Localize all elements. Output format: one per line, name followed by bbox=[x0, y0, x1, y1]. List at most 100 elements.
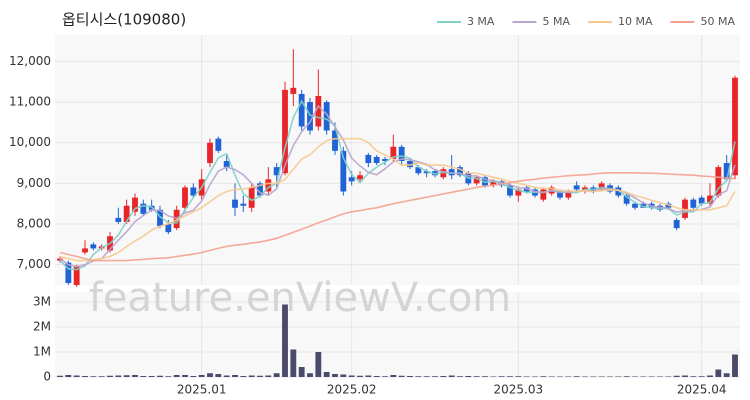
volume-bar bbox=[598, 376, 605, 377]
candle-body bbox=[273, 167, 280, 176]
candle-body bbox=[715, 167, 722, 196]
candle-body bbox=[340, 150, 347, 192]
x-tick-label: 2025.04 bbox=[677, 383, 727, 397]
candle-body bbox=[323, 102, 330, 131]
candle-body bbox=[390, 146, 397, 159]
legend: 50 MA 10 MA 5 MA 3 MA bbox=[436, 15, 735, 28]
candle-body bbox=[215, 138, 222, 151]
candle-body bbox=[632, 203, 638, 208]
volume-bar bbox=[248, 375, 255, 377]
volume-bar bbox=[440, 376, 447, 377]
volume-bar bbox=[390, 375, 397, 377]
candle-body bbox=[132, 197, 138, 212]
y-tick-label: 3M bbox=[33, 295, 51, 309]
candle-body bbox=[357, 175, 363, 180]
volume-bar bbox=[623, 376, 630, 377]
chart-title: 옵티시스(109080) bbox=[62, 11, 186, 29]
volume-bar bbox=[323, 372, 330, 377]
volume-bar bbox=[557, 376, 563, 377]
candle-body bbox=[65, 262, 72, 283]
y-tick-label: 8,000 bbox=[17, 217, 51, 231]
volume-bar bbox=[398, 375, 405, 377]
volume-bar bbox=[723, 373, 730, 377]
y-tick-label: 1M bbox=[33, 345, 51, 359]
candle-body bbox=[382, 158, 388, 162]
volume-bar bbox=[707, 375, 713, 377]
candle-body bbox=[723, 163, 730, 180]
candle-body bbox=[332, 130, 338, 151]
candle-body bbox=[165, 224, 172, 233]
candle-body bbox=[707, 195, 713, 204]
volume-bar bbox=[548, 376, 555, 377]
watermark: feature.enViewV.com bbox=[89, 275, 511, 321]
candle-body bbox=[82, 248, 88, 253]
legend-label: 10 MA bbox=[618, 15, 653, 28]
volume-bar bbox=[732, 354, 738, 377]
volume-bar bbox=[240, 376, 247, 377]
candle-body bbox=[282, 89, 288, 174]
candle-body bbox=[257, 183, 263, 196]
volume-bar bbox=[665, 376, 672, 377]
candle-body bbox=[407, 161, 413, 168]
volume-bar bbox=[490, 376, 497, 377]
volume-bar bbox=[115, 375, 122, 377]
candle-body bbox=[440, 169, 447, 178]
volume-bar bbox=[432, 376, 438, 377]
y-tick-label: 7,000 bbox=[17, 257, 51, 271]
volume-bar bbox=[682, 375, 688, 377]
volume-bar bbox=[565, 376, 572, 377]
candle-body bbox=[398, 146, 405, 162]
y-tick-label: 10,000 bbox=[9, 135, 51, 149]
y-tick-label: 12,000 bbox=[9, 54, 51, 68]
volume-bar bbox=[273, 373, 280, 377]
legend-label: 3 MA bbox=[467, 15, 495, 28]
candle-body bbox=[290, 87, 297, 94]
volume-bar bbox=[198, 375, 205, 377]
volume-bar bbox=[315, 352, 322, 377]
candle-body bbox=[557, 191, 563, 198]
volume-bar bbox=[190, 376, 197, 377]
volume-bar bbox=[632, 376, 638, 377]
volume-bar bbox=[573, 376, 580, 377]
volume-bar bbox=[373, 376, 380, 377]
volume-bar bbox=[157, 375, 163, 377]
candle-body bbox=[623, 195, 630, 204]
y-tick-label: 0 bbox=[43, 370, 51, 384]
volume-bar bbox=[282, 304, 288, 377]
volume-bar bbox=[515, 376, 522, 377]
candle-body bbox=[507, 185, 513, 196]
volume-bar bbox=[173, 375, 180, 377]
volume-bar bbox=[98, 376, 105, 377]
volume-bar bbox=[607, 376, 613, 377]
candle-body bbox=[182, 187, 188, 208]
volume-bar bbox=[348, 375, 355, 377]
candle-body bbox=[573, 185, 580, 190]
volume-bar bbox=[298, 367, 305, 377]
volume-bar bbox=[698, 376, 705, 377]
candle-body bbox=[490, 181, 497, 186]
volume-bar bbox=[265, 375, 272, 377]
volume-bar bbox=[57, 375, 63, 377]
volume-bar bbox=[340, 374, 347, 377]
volume-bar bbox=[523, 376, 530, 377]
volume-bar bbox=[140, 376, 147, 377]
volume-bar bbox=[407, 376, 413, 377]
volume-bar bbox=[223, 375, 230, 377]
candle-body bbox=[73, 266, 80, 285]
candle-body bbox=[682, 199, 688, 218]
volume-bar bbox=[332, 374, 338, 377]
volume-bar bbox=[357, 375, 363, 377]
volume-bar bbox=[165, 376, 172, 377]
y-tick-label: 2M bbox=[33, 320, 51, 334]
volume-bar bbox=[207, 373, 213, 377]
volume-bar bbox=[382, 376, 388, 377]
candle-body bbox=[190, 187, 197, 196]
ma-line bbox=[59, 137, 736, 262]
marks bbox=[57, 49, 738, 377]
volume-bar bbox=[182, 375, 188, 377]
candle-body bbox=[565, 191, 572, 198]
y-tick-label: 11,000 bbox=[9, 95, 51, 109]
volume-panel bbox=[55, 292, 740, 377]
volume-bar bbox=[640, 376, 647, 377]
